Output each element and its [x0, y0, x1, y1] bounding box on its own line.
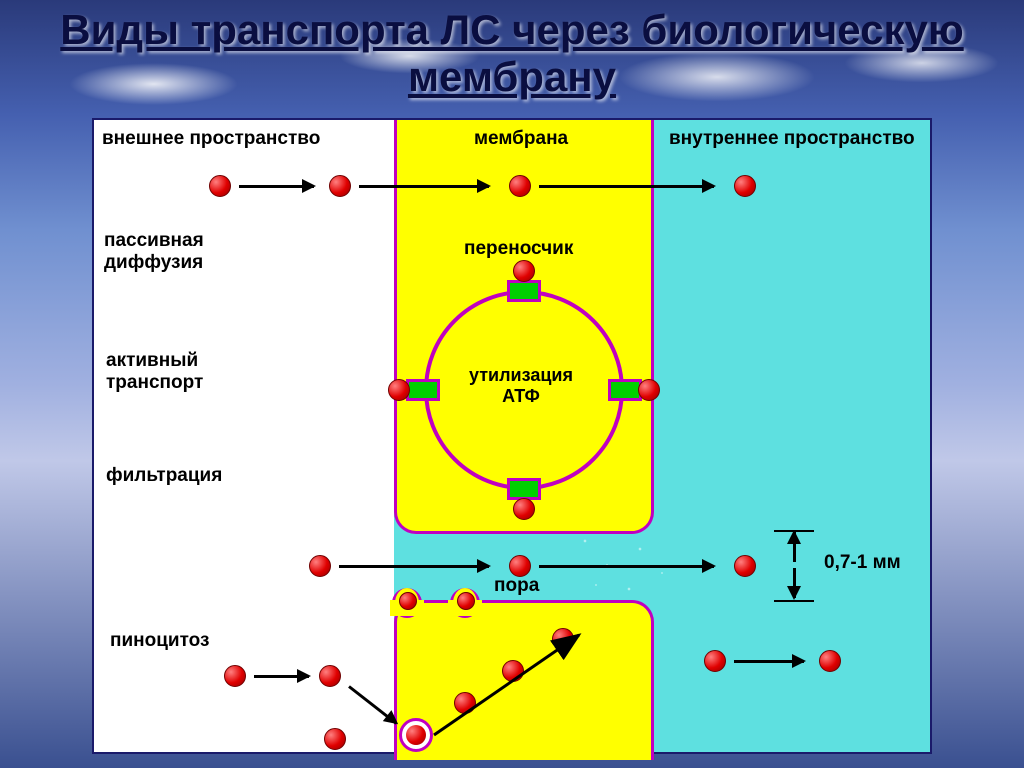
label-carrier: переносчик — [464, 238, 573, 260]
dot-diffusion — [329, 175, 351, 197]
dot-diffusion — [509, 175, 531, 197]
arrow-diffusion — [239, 185, 314, 188]
dot-pinocytosis — [319, 665, 341, 687]
arrow-diffusion — [359, 185, 489, 188]
dot-pinocytosis-inner — [704, 650, 726, 672]
receptor-bottom — [507, 478, 541, 500]
dot-diffusion — [734, 175, 756, 197]
arrow-diffusion — [539, 185, 714, 188]
dim-bot — [774, 600, 814, 602]
label-passive-diffusion: пассивная диффузия — [104, 230, 204, 274]
vesicle — [399, 718, 433, 752]
label-outer-space: внешнее пространство — [102, 128, 320, 150]
receptor-right — [608, 379, 642, 401]
arrow-pinocytosis — [254, 675, 309, 678]
dot-carrier — [638, 379, 660, 401]
carrier-circle — [424, 290, 624, 490]
arrow-filtration — [339, 565, 489, 568]
arrow-filtration — [539, 565, 714, 568]
dot-carrier — [513, 498, 535, 520]
dot-diffusion — [209, 175, 231, 197]
dim-arrow-down — [793, 568, 796, 598]
dot-filtration — [509, 555, 531, 577]
membrane-diagram: внешнее пространство мембрана внутреннее… — [92, 118, 932, 754]
dot-filtration — [734, 555, 756, 577]
dot-filtration — [309, 555, 331, 577]
dot-bump — [399, 592, 417, 610]
arrow-pinocytosis-inner — [734, 660, 804, 663]
label-filtration: фильтрация — [106, 465, 222, 487]
label-inner-space: внутреннее пространство — [669, 128, 915, 150]
label-active-transport: активный транспорт — [106, 350, 203, 394]
slide-title: Виды транспорта ЛС через биологическую м… — [0, 6, 1024, 100]
label-membrane: мембрана — [474, 128, 568, 150]
dot-carrier — [388, 379, 410, 401]
receptor-left — [406, 379, 440, 401]
dot-pinocytosis — [224, 665, 246, 687]
label-pinocytosis: пиноцитоз — [110, 630, 209, 652]
receptor-top — [507, 280, 541, 302]
region-outer — [94, 120, 394, 752]
dim-arrow-up — [793, 532, 796, 562]
dot-carrier — [513, 260, 535, 282]
label-pore: пора — [494, 575, 539, 597]
dot-bump — [457, 592, 475, 610]
dot-pinocytosis — [324, 728, 346, 750]
arrow-pinocytosis-up — [429, 620, 629, 750]
dot-pinocytosis-inner — [819, 650, 841, 672]
label-dimension: 0,7-1 мм — [824, 552, 901, 574]
